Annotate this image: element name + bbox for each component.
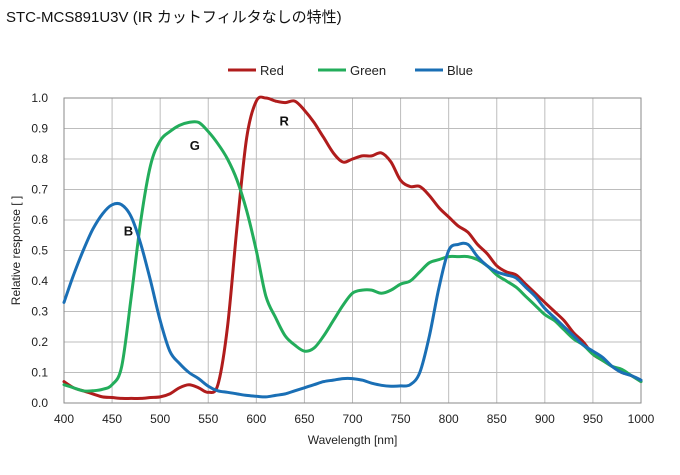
annotation-label: G [190,138,200,153]
annotations: R G B [124,113,290,238]
y-tick-label: 0.3 [31,305,48,319]
chart-title: STC-MCS891U3V (IR カットフィルタなしの特性) [6,9,342,26]
y-tick-label: 0.7 [31,183,48,197]
y-tick-label: 0.0 [31,396,48,410]
x-axis-title: Wavelength [nm] [308,433,398,447]
x-tick-label: 850 [487,412,507,426]
legend-label-green: Green [350,63,386,78]
x-axis: 400 450 500 550 600 650 700 750 800 850 900 950 1000 [54,412,655,426]
y-tick-label: 0.6 [31,213,48,227]
x-tick-label: 700 [342,412,362,426]
x-tick-label: 750 [391,412,411,426]
y-tick-label: 0.5 [31,244,48,258]
series-layer [62,95,643,400]
y-axis: 0.0 0.1 0.2 0.3 0.4 0.5 0.6 0.7 0.8 0.9 1.0 [31,91,48,410]
series-line-red [62,95,643,400]
x-tick-label: 500 [150,412,170,426]
plot-frame [63,97,642,404]
x-tick-label: 950 [583,412,603,426]
y-tick-label: 0.1 [31,366,48,380]
annotation-label: R [280,113,290,128]
legend: Red Green Blue [228,63,473,78]
x-tick-label: 1000 [628,412,655,426]
series-line-green [62,120,643,393]
grid [63,97,642,404]
annotation-label: B [124,223,133,238]
x-tick-label: 600 [246,412,266,426]
y-tick-label: 0.8 [31,152,48,166]
y-tick-label: 0.2 [31,335,48,349]
x-tick-label: 450 [102,412,122,426]
x-tick-label: 800 [439,412,459,426]
y-tick-label: 1.0 [31,91,48,105]
x-tick-label: 900 [535,412,555,426]
x-tick-label: 650 [294,412,314,426]
y-tick-label: 0.9 [31,122,48,136]
x-tick-label: 400 [54,412,74,426]
legend-label-blue: Blue [447,63,473,78]
y-axis-title: Relative response [ ] [9,196,23,305]
x-tick-label: 550 [198,412,218,426]
legend-label-red: Red [260,63,284,78]
y-tick-label: 0.4 [31,274,48,288]
series-line-blue [62,201,643,399]
